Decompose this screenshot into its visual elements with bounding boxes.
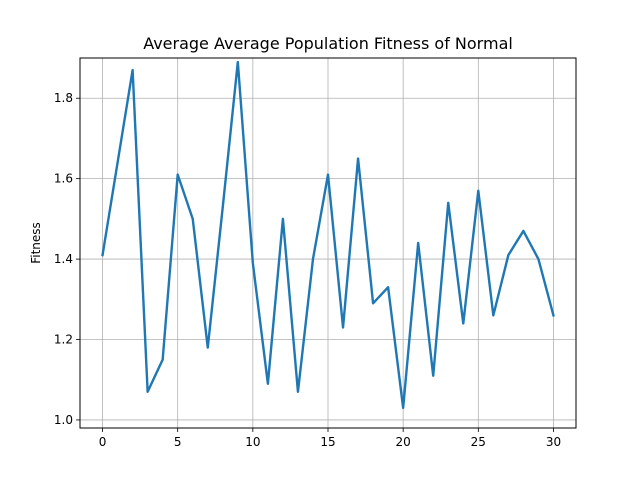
x-axis-ticks: 0 5 10 15 20 25 30 <box>99 428 561 449</box>
x-tick-label: 30 <box>546 435 561 449</box>
series-line <box>101 60 555 410</box>
y-tick-label: 1.2 <box>54 333 73 347</box>
gridlines <box>80 58 576 428</box>
series-layer <box>101 60 555 410</box>
x-tick-label: 25 <box>471 435 486 449</box>
x-tick-label: 10 <box>245 435 260 449</box>
x-tick-label: 20 <box>396 435 411 449</box>
x-tick-label: 0 <box>99 435 107 449</box>
y-tick-label: 1.6 <box>54 172 73 186</box>
y-tick-label: 1.8 <box>54 91 73 105</box>
x-tick-label: 15 <box>320 435 335 449</box>
y-axis-label: Fitness <box>29 222 43 264</box>
y-tick-label: 1.0 <box>54 413 73 427</box>
x-tick-label: 5 <box>174 435 182 449</box>
chart-title: Average Average Population Fitness of No… <box>143 34 513 53</box>
y-axis-ticks: 1.0 1.2 1.4 1.6 1.8 <box>54 91 80 427</box>
y-tick-label: 1.4 <box>54 252 73 266</box>
